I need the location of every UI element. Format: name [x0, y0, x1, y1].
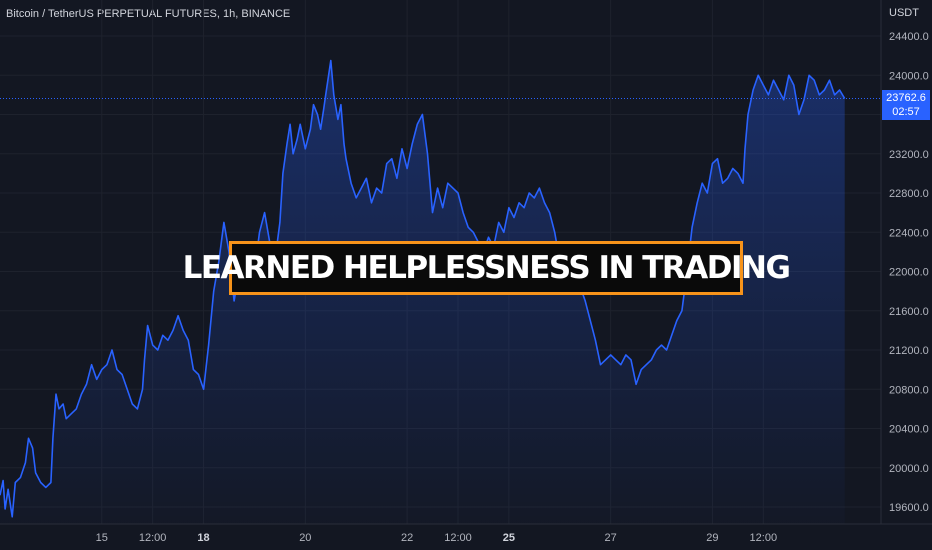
- time-axis[interactable]: 15 12:00 18 20 22 12:00 25 27 29 12:00: [96, 532, 777, 544]
- banner-text: LEARNED HELPLESSNESS IN TRADING: [182, 250, 791, 286]
- x-tick-label: 15: [96, 532, 108, 544]
- symbol-title: Bitcoin / TetherUS PERPETUAL FUTURES, 1h…: [6, 8, 291, 20]
- bar-countdown: 02:57: [892, 106, 920, 118]
- last-price-badge: 23762.6 02:57: [882, 90, 930, 120]
- title-banner: LEARNED HELPLESSNESS IN TRADING: [183, 241, 791, 295]
- y-tick-label: 21600.0: [889, 306, 929, 318]
- x-tick-label: 18: [197, 532, 209, 544]
- y-tick-label: 24000.0: [889, 70, 929, 82]
- y-tick-label: 22800.0: [889, 188, 929, 200]
- currency-label: USDT: [889, 7, 919, 19]
- y-tick-label: 20000.0: [889, 463, 929, 475]
- last-price-value: 23762.6: [886, 92, 926, 104]
- price-line: [0, 59, 846, 518]
- x-tick-label: 12:00: [139, 532, 167, 544]
- price-axis[interactable]: 19600.0 20000.0 20400.0 20800.0 21200.0 21600…: [889, 31, 929, 514]
- x-tick-label: 12:00: [750, 532, 778, 544]
- x-tick-label: 22: [401, 532, 413, 544]
- x-tick-label: 12:00: [444, 532, 472, 544]
- x-tick-label: 25: [503, 532, 515, 544]
- y-tick-label: 20400.0: [889, 424, 929, 436]
- y-tick-label: 20800.0: [889, 384, 929, 396]
- y-tick-label: 22400.0: [889, 227, 929, 239]
- y-tick-label: 21200.0: [889, 345, 929, 357]
- y-tick-label: 24400.0: [889, 31, 929, 43]
- y-tick-label: 23200.0: [889, 149, 929, 161]
- x-tick-label: 29: [706, 532, 718, 544]
- x-tick-label: 27: [605, 532, 617, 544]
- y-tick-label: 22000.0: [889, 267, 929, 279]
- y-tick-label: 19600.0: [889, 502, 929, 514]
- x-tick-label: 20: [299, 532, 311, 544]
